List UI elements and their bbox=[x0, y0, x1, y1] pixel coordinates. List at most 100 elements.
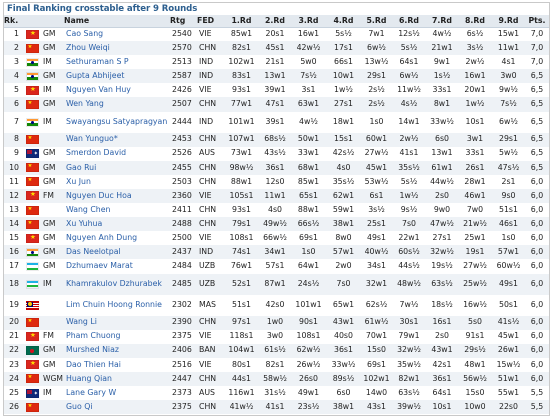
round-result-cell: 38w1 bbox=[326, 217, 361, 232]
player-name-link[interactable]: Gao Rui bbox=[64, 160, 170, 175]
flag-icon: ★ bbox=[25, 43, 39, 53]
rank-cell: 3 bbox=[4, 55, 23, 70]
round-result-cell: 90s1 bbox=[291, 315, 326, 330]
player-name-link[interactable]: Cao Sang bbox=[64, 27, 170, 42]
round-result-cell: 74s1 bbox=[224, 245, 259, 260]
round-result-cell: 15s0 bbox=[361, 343, 392, 358]
round-result-cell: 17s1 bbox=[326, 41, 361, 56]
round-result-cell: 33s1 bbox=[426, 83, 458, 98]
table-row: 17 GM Dzhumaev Marat 2484 UZB 76w1 57s1 64w1 2w0… bbox=[4, 259, 549, 274]
round-result-cell: 7w½ bbox=[392, 294, 426, 316]
federation-cell: CHN bbox=[197, 132, 224, 147]
column-header[interactable]: Rk. bbox=[4, 15, 23, 28]
round-result-cell: 4s0 bbox=[326, 160, 361, 175]
column-header[interactable] bbox=[41, 15, 64, 28]
column-header[interactable]: 8.Rd bbox=[458, 15, 492, 28]
round-result-cell: 10w1 bbox=[326, 69, 361, 84]
round-result-cell: 61w1 bbox=[426, 160, 458, 175]
player-name-link[interactable]: Huang Qian bbox=[64, 371, 170, 386]
round-result-cell: 51s1 bbox=[492, 203, 525, 218]
player-name-link[interactable]: Lane Gary W bbox=[64, 385, 170, 401]
column-header[interactable]: 2.Rd bbox=[259, 15, 291, 28]
column-header[interactable]: 3.Rd bbox=[291, 15, 326, 28]
player-name-link[interactable]: Wang Li bbox=[64, 315, 170, 330]
round-result-cell: 26s0 bbox=[291, 371, 326, 386]
round-result-cell: 49w½ bbox=[259, 217, 291, 232]
column-header[interactable]: Pts. bbox=[525, 15, 549, 28]
column-header[interactable]: Name bbox=[64, 15, 170, 28]
player-name-link[interactable]: Nguyen Van Huy bbox=[64, 83, 170, 98]
round-result-cell: 2s0 bbox=[426, 329, 458, 344]
round-result-cell: 105s1 bbox=[224, 188, 259, 204]
federation-cell: VIE bbox=[197, 231, 224, 246]
points-cell: 6,0 bbox=[525, 273, 549, 295]
round-result-cell: 1s½ bbox=[426, 69, 458, 84]
round-result-cell: 40w½ bbox=[361, 245, 392, 260]
player-name-link[interactable]: Wan Yunguo* bbox=[64, 132, 170, 147]
round-result-cell: 41s½ bbox=[492, 315, 525, 330]
round-result-cell: 83s1 bbox=[224, 69, 259, 84]
player-name-link[interactable]: Murshed Niaz bbox=[64, 343, 170, 358]
table-row: 18 IM Khamrakulov Dzhurabek 2485 UZB 52s1 87w1… bbox=[4, 273, 549, 295]
column-header[interactable]: FED bbox=[197, 15, 224, 28]
player-name-link[interactable]: Nguyen Anh Dung bbox=[64, 231, 170, 246]
round-result-cell: 66s½ bbox=[291, 217, 326, 232]
player-name-link[interactable]: Swayangsu Satyapragyan bbox=[64, 111, 170, 133]
rating-cell: 2540 bbox=[170, 27, 197, 42]
round-result-cell: 8w1 bbox=[426, 97, 458, 112]
column-header[interactable]: 1.Rd bbox=[224, 15, 259, 28]
round-result-cell: 29s1 bbox=[492, 132, 525, 147]
column-header[interactable]: 5.Rd bbox=[361, 15, 392, 28]
column-header[interactable]: 6.Rd bbox=[392, 15, 426, 28]
player-name-link[interactable]: Dao Thien Hai bbox=[64, 357, 170, 372]
points-cell: 7,0 bbox=[525, 55, 549, 70]
round-result-cell: 1w½ bbox=[326, 83, 361, 98]
round-result-cell: 3w1 bbox=[458, 132, 492, 147]
table-row: 11 ★ GM Xu Jun 2503 CHN 88w1 12s0 85w1 35s½ 53w½ 5s… bbox=[4, 174, 549, 189]
title-cell bbox=[41, 315, 64, 330]
player-name-link[interactable]: Wen Yang bbox=[64, 97, 170, 112]
rank-cell: 7 bbox=[4, 111, 23, 133]
round-result-cell: 33w½ bbox=[426, 111, 458, 133]
table-row: 4 GM Gupta Abhijeet 2587 IND 83s1 13w1 7s½ 10w1 2… bbox=[4, 69, 549, 84]
player-name-link[interactable]: Khamrakulov Dzhurabek bbox=[64, 273, 170, 295]
player-name-link[interactable]: Xu Jun bbox=[64, 174, 170, 189]
flag-icon: ★ bbox=[25, 219, 39, 229]
player-name-link[interactable]: Nguyen Duc Hoa bbox=[64, 188, 170, 204]
flag-cell bbox=[23, 55, 41, 70]
round-result-cell: 59w1 bbox=[326, 203, 361, 218]
column-header[interactable]: Rtg bbox=[170, 15, 197, 28]
column-header[interactable]: 9.Rd bbox=[492, 15, 525, 28]
table-row: 8 ★ Wan Yunguo* 2453 CHN 107w1 68s½ 50w1 15s1 60w… bbox=[4, 132, 549, 147]
round-result-cell: 4s0 bbox=[259, 203, 291, 218]
round-result-cell: 16w½ bbox=[458, 294, 492, 316]
rating-cell: 2390 bbox=[170, 315, 197, 330]
player-name-link[interactable]: Zhou Weiqi bbox=[64, 41, 170, 56]
round-result-cell: 70w1 bbox=[361, 329, 392, 344]
points-cell: 6,0 bbox=[525, 231, 549, 246]
player-name-link[interactable]: Dzhumaev Marat bbox=[64, 259, 170, 274]
column-header[interactable] bbox=[23, 15, 41, 28]
player-name-link[interactable]: Gupta Abhijeet bbox=[64, 69, 170, 84]
rating-cell: 2453 bbox=[170, 132, 197, 147]
player-name-link[interactable]: Lim Chuin Hoong Ronnie bbox=[64, 294, 170, 316]
title-cell: GM bbox=[41, 69, 64, 84]
round-result-cell: 5w0 bbox=[291, 55, 326, 70]
player-name-link[interactable]: Wang Chen bbox=[64, 203, 170, 218]
round-result-cell: 11w1 bbox=[259, 188, 291, 204]
federation-cell: VIE bbox=[197, 27, 224, 42]
round-result-cell: 1w0 bbox=[259, 315, 291, 330]
round-result-cell: 33w½ bbox=[326, 357, 361, 372]
player-name-link[interactable]: Xu Yuhua bbox=[64, 217, 170, 232]
round-result-cell: 34s1 bbox=[361, 259, 392, 274]
rating-cell: 2507 bbox=[170, 97, 197, 112]
round-result-cell: 79w1 bbox=[392, 329, 426, 344]
column-header[interactable]: 4.Rd bbox=[326, 15, 361, 28]
player-name-link[interactable]: Guo Qi bbox=[64, 400, 170, 415]
player-name-link[interactable]: Smerdon David bbox=[64, 146, 170, 161]
round-result-cell: 16w1 bbox=[291, 27, 326, 42]
column-header[interactable]: 7.Rd bbox=[426, 15, 458, 28]
player-name-link[interactable]: Pham Chuong bbox=[64, 329, 170, 344]
player-name-link[interactable]: Sethuraman S P bbox=[64, 55, 170, 70]
player-name-link[interactable]: Das Neelotpal bbox=[64, 245, 170, 260]
